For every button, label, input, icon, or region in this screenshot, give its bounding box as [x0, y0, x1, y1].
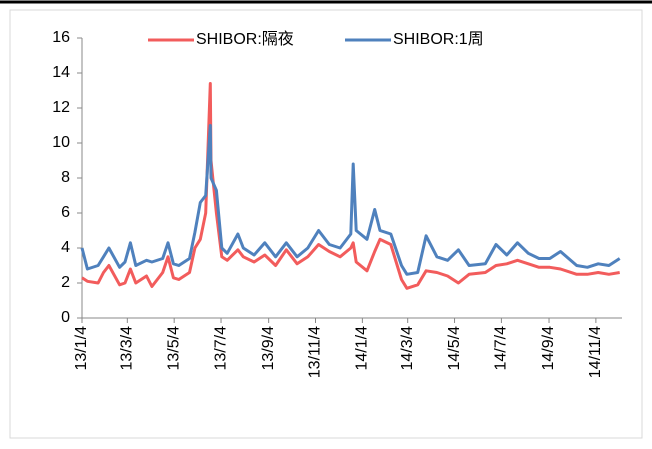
y-tick-label: 12: [52, 99, 70, 116]
y-tick-label: 16: [52, 29, 70, 46]
series-line: [81, 82, 620, 290]
x-tick-label: 14/5/4: [446, 326, 463, 371]
x-tick-label: 14/3/4: [399, 326, 416, 371]
x-tick-label: 13/7/4: [212, 326, 229, 371]
x-tick-label: 13/3/4: [119, 326, 136, 371]
y-tick-label: 14: [52, 64, 70, 81]
y-tick-label: 6: [61, 204, 70, 221]
x-tick-label: 14/9/4: [540, 326, 557, 371]
x-tick-label: 14/1/4: [354, 326, 371, 371]
y-tick-label: 10: [52, 134, 70, 151]
series-line: [80, 124, 621, 276]
y-tick-label: 2: [61, 274, 70, 291]
y-tick-label: 0: [61, 309, 70, 326]
legend-label: SHIBOR:隔夜: [196, 30, 294, 48]
chart-frame: [9, 9, 643, 439]
x-tick-label: 13/9/4: [260, 326, 277, 371]
legend-label: SHIBOR:1周: [393, 31, 484, 48]
x-tick-label: 13/5/4: [165, 326, 182, 371]
x-tick-label: 14/11/4: [587, 326, 604, 378]
y-tick-label: 4: [61, 239, 70, 256]
y-tick-label: 8: [61, 169, 70, 186]
x-tick-label: 13/1/4: [73, 326, 90, 371]
x-tick-label: 13/11/4: [307, 326, 324, 378]
x-tick-label: 14/7/4: [493, 326, 510, 371]
